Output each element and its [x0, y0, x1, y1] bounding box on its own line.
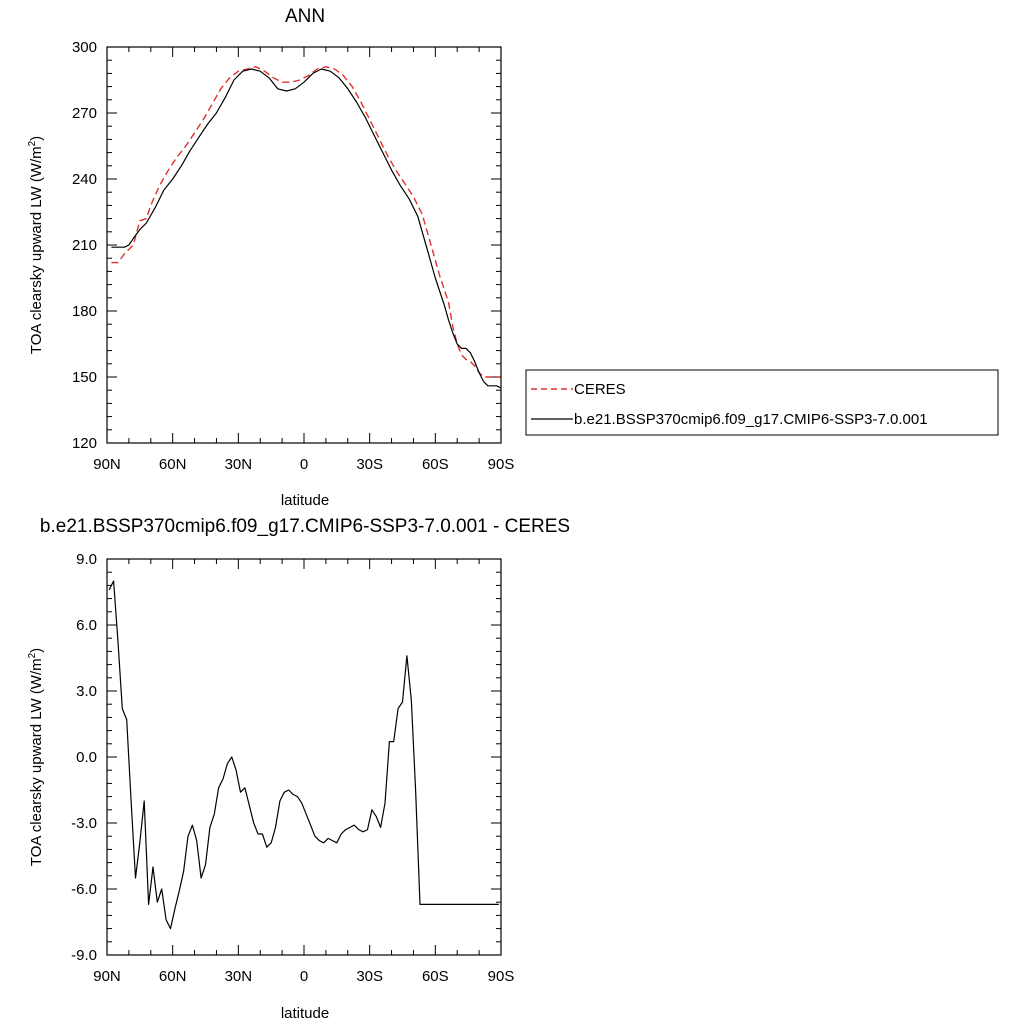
y-axis-label-superscript: 2	[27, 140, 38, 146]
y-tick-label: 180	[72, 303, 97, 320]
legend-label-model: b.e21.BSSP370cmip6.f09_g17.CMIP6-SSP3-7.…	[574, 411, 928, 428]
x-tick-label: 0	[300, 456, 308, 473]
y-tick-label: -9.0	[71, 947, 97, 964]
axis-ticks	[106, 558, 502, 956]
y-axis-label-prefix: TOA clearsky upward LW (W/m	[28, 146, 45, 354]
y-axis-label: TOA clearsky upward LW (W/m2)	[27, 648, 45, 866]
series-line-model	[108, 580, 499, 930]
legend: CERES b.e21.BSSP370cmip6.f09_g17.CMIP6-S…	[525, 369, 999, 436]
x-tick-label: 30S	[356, 456, 383, 473]
y-axis-label-suffix: )	[28, 136, 45, 141]
series-line-ceres	[111, 66, 501, 378]
legend-label-ceres: CERES	[574, 381, 626, 398]
data-lines	[108, 580, 499, 930]
y-tick-label: 240	[72, 171, 97, 188]
x-tick-label: 60S	[422, 968, 449, 985]
y-tick-label: 3.0	[76, 683, 97, 700]
x-tick-label: 90N	[93, 968, 121, 985]
x-tick-label: 30N	[225, 456, 253, 473]
chart-title: b.e21.BSSP370cmip6.f09_g17.CMIP6-SSP3-7.…	[40, 516, 570, 537]
y-tick-label: 150	[72, 369, 97, 386]
x-axis-label: latitude	[281, 492, 329, 509]
chart-annual-mean: ANN 90N 60N 30N 0 30S 60S 90S 120 150 180 210 240 2…	[27, 6, 999, 509]
x-tick-label: 0	[300, 968, 308, 985]
x-tick-label: 90S	[488, 456, 515, 473]
x-tick-label: 90N	[93, 456, 121, 473]
series-line-model	[111, 68, 502, 389]
y-tick-label: 270	[72, 105, 97, 122]
y-tick-labels: 120 150 180 210 240 270 300	[72, 39, 97, 452]
data-lines	[111, 66, 502, 389]
chart-difference: b.e21.BSSP370cmip6.f09_g17.CMIP6-SSP3-7.…	[27, 516, 570, 1022]
y-axis-label-suffix: )	[28, 648, 45, 653]
y-tick-labels: -9.0 -6.0 -3.0 0.0 3.0 6.0 9.0	[71, 551, 97, 964]
x-tick-label: 60N	[159, 456, 187, 473]
legend-box	[525, 369, 999, 436]
x-tick-label: 30N	[225, 968, 253, 985]
x-tick-labels: 90N 60N 30N 0 30S 60S 90S	[93, 456, 514, 473]
y-tick-label: 120	[72, 435, 97, 452]
x-tick-label: 60S	[422, 456, 449, 473]
y-tick-label: 300	[72, 39, 97, 56]
x-tick-labels: 90N 60N 30N 0 30S 60S 90S	[93, 968, 514, 985]
y-axis-label-prefix: TOA clearsky upward LW (W/m	[28, 658, 45, 866]
x-tick-label: 90S	[488, 968, 515, 985]
x-tick-label: 30S	[356, 968, 383, 985]
plot-frame	[106, 46, 502, 444]
y-tick-label: -3.0	[71, 815, 97, 832]
y-tick-label: 6.0	[76, 617, 97, 634]
x-axis-label: latitude	[281, 1005, 329, 1022]
y-tick-label: 9.0	[76, 551, 97, 568]
y-axis-label: TOA clearsky upward LW (W/m2)	[27, 136, 45, 354]
y-tick-label: 0.0	[76, 749, 97, 766]
plot-frame	[106, 558, 502, 956]
y-tick-label: 210	[72, 237, 97, 254]
y-tick-label: -6.0	[71, 881, 97, 898]
y-axis-label-superscript: 2	[27, 652, 38, 658]
chart-title: ANN	[285, 6, 325, 27]
axis-ticks	[106, 46, 502, 444]
x-tick-label: 60N	[159, 968, 187, 985]
